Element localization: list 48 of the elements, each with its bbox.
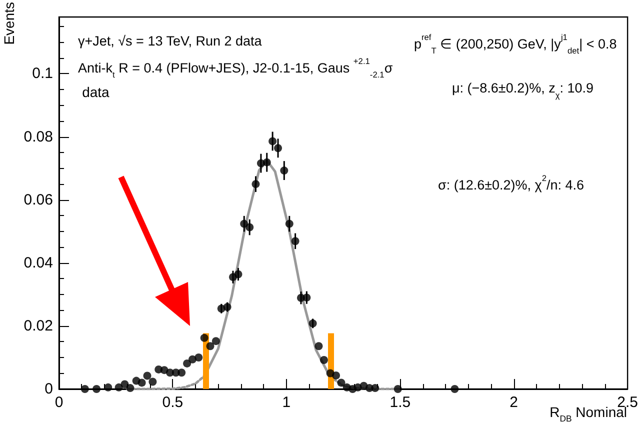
point <box>206 342 214 350</box>
point <box>274 144 282 152</box>
point <box>320 356 328 364</box>
point <box>126 384 134 392</box>
point <box>450 385 459 393</box>
point <box>332 371 340 380</box>
point <box>268 137 277 146</box>
point <box>104 383 112 392</box>
point <box>178 368 186 377</box>
y-tick-label: 0.06 <box>24 191 53 208</box>
y-tick-label: 0 <box>44 380 53 398</box>
y-axis-title: Events <box>1 2 17 45</box>
point <box>280 166 288 175</box>
point <box>148 378 157 386</box>
y-tick-label: 0.1 <box>32 65 53 82</box>
x-tick-label: 0.5 <box>162 394 184 411</box>
point <box>138 378 146 387</box>
point <box>80 385 89 393</box>
point <box>262 158 271 166</box>
point <box>337 378 346 387</box>
point <box>114 383 123 392</box>
point <box>291 237 300 246</box>
point <box>143 372 152 380</box>
point <box>223 303 232 312</box>
point <box>212 337 220 346</box>
point <box>183 359 192 368</box>
point <box>200 334 208 342</box>
point <box>92 385 101 393</box>
x-tick-label: 2 <box>510 394 518 411</box>
y-tick-label: 0.02 <box>24 317 53 334</box>
point <box>394 385 402 393</box>
x-tick-label: 1 <box>282 394 291 411</box>
x-tick-label: 0 <box>54 394 64 411</box>
point <box>285 220 294 228</box>
point <box>120 380 129 388</box>
point <box>194 353 203 362</box>
text: data <box>82 84 110 100</box>
x-tick-label: 1.5 <box>390 394 411 411</box>
point <box>252 180 260 188</box>
point <box>308 319 317 328</box>
annotation: γ+Jet, √s = 13 TeV, Run 2 data <box>78 34 262 48</box>
y-tick-label: 0.08 <box>24 128 53 146</box>
point <box>246 223 254 232</box>
point <box>302 294 311 302</box>
point <box>371 384 380 392</box>
point <box>314 342 323 350</box>
point <box>234 270 242 278</box>
y-tick-label: 0.04 <box>24 254 53 272</box>
